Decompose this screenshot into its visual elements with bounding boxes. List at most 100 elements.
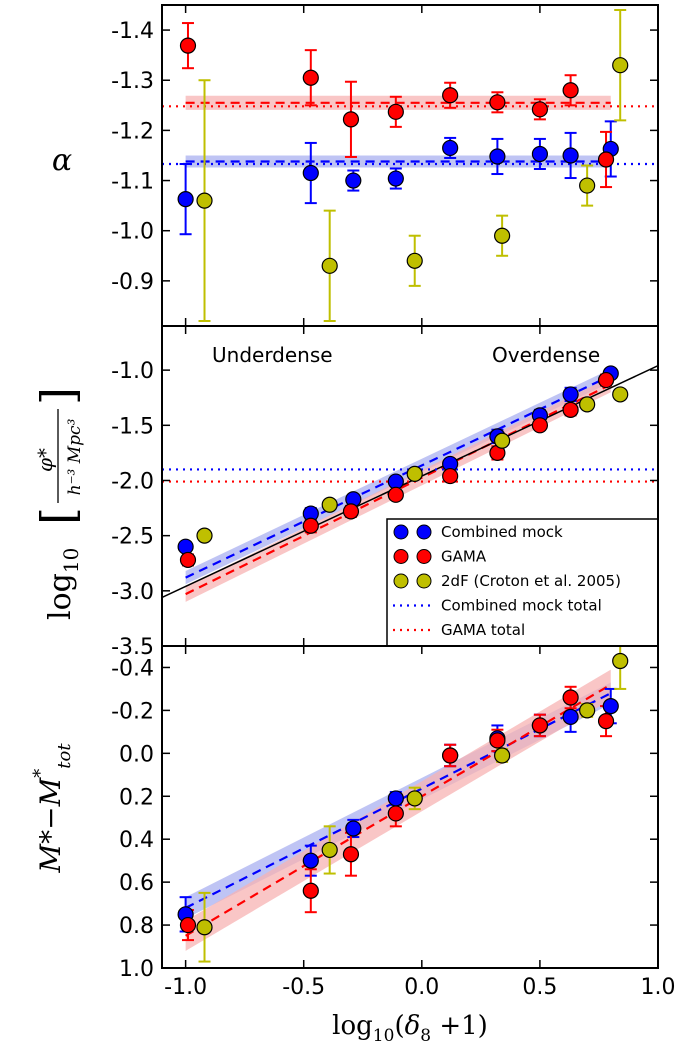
phi-ylabel-denominator: h⁻³ Mpc³ bbox=[65, 418, 85, 495]
legend-label: Combined mock bbox=[441, 523, 563, 541]
alpha-data-point bbox=[302, 69, 319, 86]
alpha-data-point bbox=[196, 192, 213, 209]
mstar-data-point bbox=[494, 747, 511, 764]
phi-ytick-label: -2.5 bbox=[111, 525, 154, 550]
phi-data-point bbox=[387, 486, 404, 503]
phi-data-point bbox=[579, 396, 596, 413]
alpha-panel-plot bbox=[162, 9, 658, 322]
axis-ticks: -1.4 -1.3 -1.2 -1.1 -1.0 -0.9 -1.0 -1.5 -2.0 -2.5… bbox=[111, 5, 676, 1000]
phi-panel-plot bbox=[162, 365, 658, 602]
alpha-ytick-label: -1.3 bbox=[111, 69, 154, 94]
alpha-data-point bbox=[321, 257, 338, 274]
phi-data-point bbox=[531, 417, 549, 434]
alpha-data-point bbox=[302, 164, 319, 182]
xtick-label: 0.5 bbox=[522, 975, 557, 1000]
alpha-data-point bbox=[442, 87, 459, 104]
phi-data-point bbox=[406, 465, 423, 482]
mstar-ytick-label: 0.0 bbox=[119, 742, 154, 767]
legend-marker bbox=[416, 573, 432, 589]
legend-label: GAMA total bbox=[441, 621, 525, 639]
mstar-panel-plot bbox=[177, 646, 629, 963]
mstar-data-point bbox=[562, 689, 579, 706]
mstar-data-point bbox=[179, 916, 197, 934]
alpha-data-point bbox=[494, 227, 511, 244]
mstar-ytick-label: 0.4 bbox=[119, 828, 154, 853]
legend-marker bbox=[416, 524, 432, 540]
alpha-data-point bbox=[387, 103, 404, 120]
legend-box bbox=[386, 518, 659, 647]
phi-ylabel-close-bracket: ] bbox=[31, 387, 85, 405]
xtick-label: -1.0 bbox=[164, 975, 207, 1000]
phi-ytick-label: -3.0 bbox=[111, 580, 154, 605]
mstar-data-point bbox=[562, 708, 579, 725]
alpha-ytick-label: -1.1 bbox=[111, 170, 154, 195]
alpha-ytick-label: -1.0 bbox=[111, 220, 154, 245]
phi-data-point bbox=[179, 551, 197, 569]
alpha-ytick-label: -1.2 bbox=[111, 119, 154, 144]
mstar-ylabel: M*−M*tot bbox=[30, 743, 75, 874]
alpha-data-point bbox=[345, 172, 362, 189]
phi-ylabel-open-bracket: [ bbox=[31, 507, 85, 525]
phi-data-point bbox=[442, 467, 459, 485]
alpha-data-point bbox=[562, 147, 579, 164]
phi-data-point bbox=[302, 517, 319, 534]
alpha-data-point bbox=[612, 57, 629, 74]
legend-marker bbox=[393, 549, 409, 564]
legend-label: Combined mock total bbox=[441, 597, 602, 615]
overdense-annotation: Overdense bbox=[492, 343, 600, 367]
mstar-data-point bbox=[387, 790, 404, 807]
mstar-data-point bbox=[612, 652, 629, 670]
mstar-data-point bbox=[345, 820, 362, 837]
alpha-data-point bbox=[442, 139, 459, 157]
xtick-label: -0.5 bbox=[282, 975, 325, 1000]
alpha-data-point bbox=[562, 82, 579, 99]
mstar-data-point bbox=[387, 805, 404, 822]
alpha-data-point bbox=[179, 37, 197, 54]
mstar-ytick-label: 0.8 bbox=[119, 914, 154, 939]
phi-data-point bbox=[177, 538, 194, 555]
alpha-ylabel: α bbox=[52, 143, 72, 178]
underdense-annotation: Underdense bbox=[212, 343, 333, 367]
mstar-ytick-label: -0.2 bbox=[111, 699, 154, 724]
legend-marker bbox=[416, 549, 432, 564]
phi-ytick-label: -3.5 bbox=[111, 635, 154, 660]
phi-data-point bbox=[494, 432, 511, 449]
mstar-ytick-label: -0.4 bbox=[111, 656, 154, 681]
mstar-data-point bbox=[302, 852, 319, 869]
phi-data-point bbox=[612, 386, 629, 403]
mstar-data-point bbox=[531, 717, 549, 734]
alpha-data-point bbox=[387, 170, 404, 187]
legend-marker bbox=[393, 524, 409, 540]
phi-ytick-label: -1.0 bbox=[111, 359, 154, 384]
mstar-data-point bbox=[602, 698, 619, 715]
alpha-ytick-label: -1.4 bbox=[111, 19, 154, 44]
alpha-data-point bbox=[531, 101, 549, 118]
mstar-data-point bbox=[579, 702, 596, 719]
alpha-data-point bbox=[342, 111, 360, 128]
mstar-data-point bbox=[342, 846, 360, 863]
mstar-ytick-label: 0.6 bbox=[119, 871, 154, 896]
mstar-data-point bbox=[406, 790, 423, 807]
phi-data-point bbox=[342, 503, 360, 520]
alpha-data-point bbox=[579, 177, 596, 194]
phi-ylabel: log10 [ φ* h⁻³ Mpc³ ] bbox=[31, 387, 85, 620]
mstar-panel-frame bbox=[161, 645, 659, 969]
mstar-data-point bbox=[597, 713, 615, 730]
mstar-ytick-label: 0.2 bbox=[119, 785, 154, 810]
phi-ytick-label: -1.5 bbox=[111, 414, 154, 439]
mstar-data-point bbox=[196, 919, 213, 936]
legend-label: 2dF (Croton et al. 2005) bbox=[441, 572, 621, 590]
xtick-label: 1.0 bbox=[641, 975, 676, 1000]
alpha-data-point bbox=[597, 151, 615, 168]
alpha-data-point bbox=[406, 252, 423, 269]
phi-data-point bbox=[562, 401, 579, 418]
phi-data-point bbox=[196, 527, 213, 544]
phi-data-point bbox=[562, 386, 579, 403]
phi-ylabel-numerator: φ* bbox=[33, 448, 57, 472]
phi-ylabel-log: log10 bbox=[43, 548, 83, 620]
alpha-data-point bbox=[489, 148, 506, 165]
legend-marker bbox=[393, 573, 409, 589]
alpha-data-point bbox=[177, 191, 194, 208]
mstar-data-point bbox=[489, 732, 506, 749]
phi-ytick-label: -2.0 bbox=[111, 469, 154, 494]
